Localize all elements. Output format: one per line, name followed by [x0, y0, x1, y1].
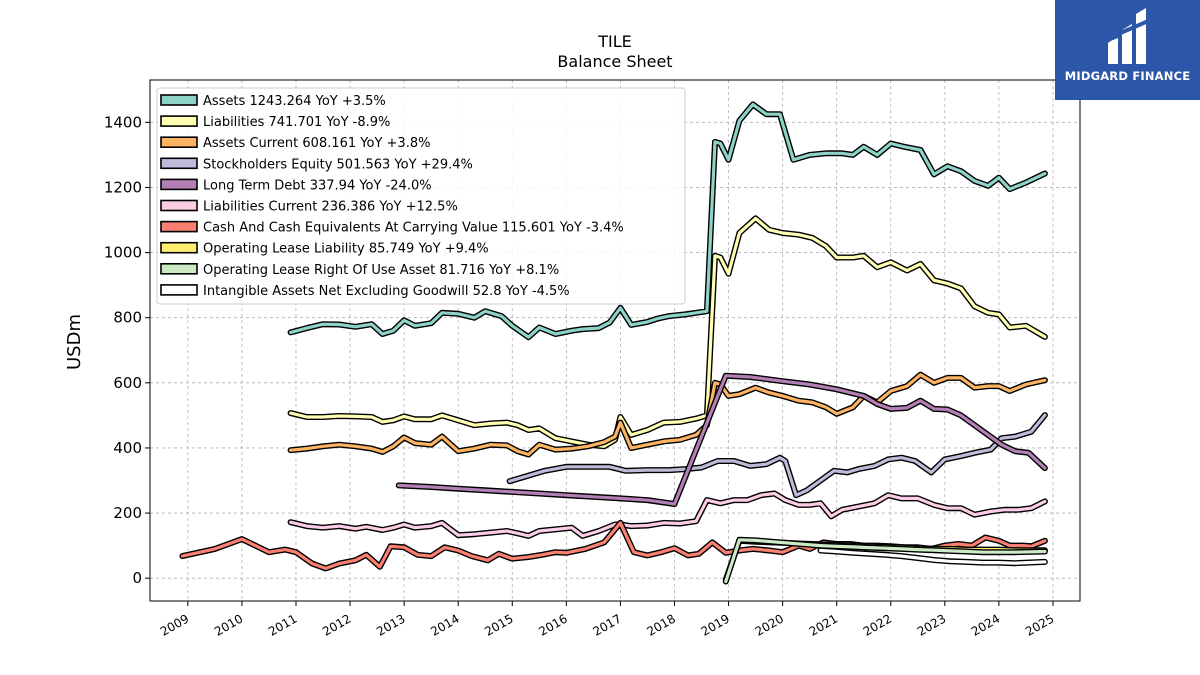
series-9 — [817, 547, 1048, 567]
x-tick-label: 2013 — [374, 611, 407, 638]
legend-swatch — [160, 157, 198, 170]
series-4 — [395, 372, 1048, 507]
series-line — [289, 102, 1047, 339]
x-tick-label: 2024 — [969, 611, 1002, 638]
series-line — [818, 548, 1047, 565]
series-line — [397, 374, 1047, 506]
series-5 — [287, 490, 1048, 539]
y-axis-label: USDm — [64, 314, 85, 370]
x-tick-label: 2019 — [699, 611, 732, 638]
y-tick-label: 600 — [113, 374, 142, 392]
y-tick-label: 800 — [113, 309, 142, 327]
y-tick-label: 1400 — [104, 113, 142, 131]
plot-frame — [149, 79, 1081, 602]
x-tick-label: 2014 — [428, 611, 461, 638]
legend-entry: Liabilities Current 236.386 YoY +12.5% — [203, 200, 458, 215]
chart-title: TILE — [597, 32, 632, 51]
x-tick-label: 2009 — [158, 611, 191, 638]
series-3 — [506, 412, 1048, 499]
legend-swatch — [160, 199, 198, 212]
legend-swatch — [160, 178, 198, 191]
series-outline — [395, 372, 1048, 507]
series-line — [508, 413, 1047, 497]
brand-logo: MIDGARD FINANCE — [1055, 0, 1200, 100]
x-tick-label: 2016 — [536, 611, 569, 638]
x-tick-label: 2017 — [590, 611, 623, 638]
series-line — [289, 373, 1047, 457]
legend-entry: Cash And Cash Equivalents At Carrying Va… — [203, 221, 624, 236]
series-2 — [287, 371, 1048, 458]
legend-entry: Liabilities 741.701 YoY -8.9% — [203, 115, 390, 130]
legend: Assets 1243.264 YoY +3.5% Liabilities 741… — [156, 87, 686, 305]
legend-entry: Intangible Assets Net Excluding Goodwill… — [203, 284, 570, 299]
legend-entry: Assets Current 608.161 YoY +3.8% — [203, 136, 430, 151]
series-line — [289, 491, 1047, 538]
legend-box — [156, 87, 686, 305]
series-lines — [179, 101, 1048, 585]
series-line — [289, 216, 1047, 448]
x-tick-label: 2022 — [861, 611, 894, 638]
midgard-logo-icon — [1104, 8, 1151, 64]
y-tick-label: 1000 — [104, 244, 142, 262]
y-tick-label: 1200 — [104, 178, 142, 196]
x-tick-label: 2023 — [915, 611, 948, 638]
legend-entry: Long Term Debt 337.94 YoY -24.0% — [203, 178, 432, 193]
y-axis-ticks: 0 200 400 600 800 1000 1200 1400 — [104, 113, 150, 587]
chart-subtitle: Balance Sheet — [557, 52, 672, 71]
series-line — [724, 538, 1047, 584]
legend-swatch — [160, 136, 198, 148]
x-tick-label: 2025 — [1023, 611, 1056, 638]
series-1 — [287, 215, 1048, 450]
x-tick-label: 2021 — [807, 611, 840, 638]
x-tick-label: 2012 — [320, 611, 353, 638]
x-tick-label: 2011 — [266, 611, 299, 638]
x-tick-label: 2015 — [482, 611, 515, 638]
x-tick-label: 2020 — [753, 611, 786, 638]
x-tick-label: 2010 — [212, 611, 245, 638]
y-tick-label: 0 — [132, 569, 142, 587]
legend-entry: Stockholders Equity 501.563 YoY +29.4% — [203, 157, 473, 172]
x-tick-label: 2018 — [645, 611, 678, 638]
x-axis-ticks: 2009 2010 2011 2012 2013 2014 2015 2016 2017 2018… — [158, 601, 1056, 639]
legend-swatch — [160, 115, 198, 127]
legend-entry: Assets 1243.264 YoY +3.5% — [203, 94, 386, 109]
legend-swatch — [160, 262, 198, 275]
y-tick-label: 200 — [113, 504, 142, 522]
legend-swatch — [160, 220, 198, 233]
legend-swatch — [160, 94, 198, 106]
legend-swatch — [160, 241, 198, 254]
legend-swatch — [160, 284, 198, 296]
legend-entry: Operating Lease Right Of Use Asset 81.71… — [203, 263, 559, 278]
y-tick-label: 400 — [113, 439, 142, 457]
series-8 — [722, 536, 1048, 585]
series-0 — [287, 101, 1048, 341]
brand-name: MIDGARD FINANCE — [1064, 69, 1191, 83]
legend-entry: Operating Lease Liability 85.749 YoY +9.… — [203, 242, 489, 257]
